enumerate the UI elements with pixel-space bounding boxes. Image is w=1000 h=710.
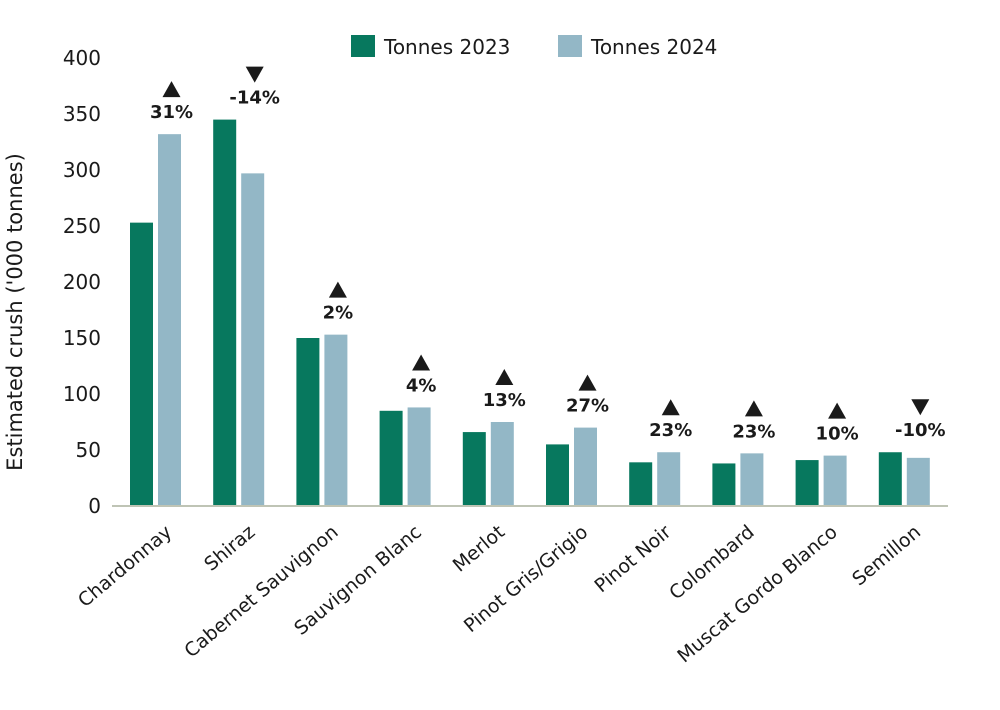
bar-2023-9 [878,452,902,506]
change-label-5: 27% [566,396,609,417]
legend: Tonnes 2023 Tonnes 2024 [351,35,717,59]
bar-2023-8 [795,460,819,506]
change-label-9: -10% [895,420,946,441]
bar-2024-6 [657,452,681,506]
bar-2023-0 [130,222,153,506]
change-annotations: 31% -14% 2% 4% 13% 27% 23% 23% 10% -10% [150,66,946,445]
change-label-6: 23% [649,420,692,441]
x-tick-label-2: Cabernet Sauvignon [180,521,342,662]
bar-2024-0 [158,134,181,506]
legend-label-2023: Tonnes 2023 [383,35,510,59]
y-tick-label-350: 350 [63,102,101,126]
bar-2023-1 [213,119,237,506]
x-tick-label-8: Muscat Gordo Blanco [673,521,842,667]
change-arrow-up-icon [412,354,431,371]
change-label-1: -14% [229,88,280,109]
bar-2023-3 [379,410,403,506]
change-arrow-up-icon [162,81,181,98]
change-arrow-up-icon [661,399,680,416]
y-axis-ticks: 0 50 100 150 200 250 300 350 400 [63,46,101,518]
y-tick-label-200: 200 [63,270,101,294]
bar-2024-2 [324,334,348,506]
change-label-3: 4% [406,375,437,396]
bar-2024-3 [407,407,431,506]
x-tick-label-9: Semillon [848,521,925,590]
bar-2024-5 [574,427,597,506]
change-arrow-up-icon [744,400,763,417]
bars [130,119,930,507]
change-arrow-down-icon [245,66,264,83]
legend-swatch-2024 [558,35,582,57]
x-tick-label-6: Pinot Noir [590,521,675,597]
y-tick-label-150: 150 [63,326,101,350]
change-label-8: 10% [816,424,859,445]
bar-2024-7 [740,453,764,506]
change-label-7: 23% [732,421,775,442]
y-tick-label-300: 300 [63,158,101,182]
change-label-2: 2% [323,303,354,324]
change-arrow-up-icon [328,281,347,298]
bar-2023-6 [629,462,653,506]
legend-label-2024: Tonnes 2024 [590,35,717,59]
y-tick-label-100: 100 [63,382,101,406]
x-tick-label-4: Merlot [449,521,509,577]
bar-2024-9 [906,457,930,506]
bar-2023-4 [462,432,486,506]
y-axis-title: Estimated crush ('000 tonnes) [3,153,27,471]
change-arrow-up-icon [828,402,847,419]
bar-2024-1 [241,173,265,507]
y-tick-label-250: 250 [63,214,101,238]
x-tick-label-0: Chardonnay [74,521,176,612]
x-tick-label-1: Shiraz [200,521,259,576]
bar-2024-4 [490,422,514,506]
change-arrow-up-icon [495,369,514,385]
y-tick-label-0: 0 [88,494,101,518]
change-arrow-down-icon [911,399,930,416]
y-tick-label-400: 400 [63,46,101,70]
bar-2023-7 [712,463,736,506]
y-tick-label-50: 50 [76,438,101,462]
bar-2023-2 [296,338,320,506]
change-label-0: 31% [150,102,193,123]
bar-2023-5 [546,444,569,506]
change-label-4: 13% [483,390,526,411]
change-arrow-up-icon [578,374,597,391]
bar-2024-8 [823,455,847,506]
legend-swatch-2023 [351,35,375,57]
